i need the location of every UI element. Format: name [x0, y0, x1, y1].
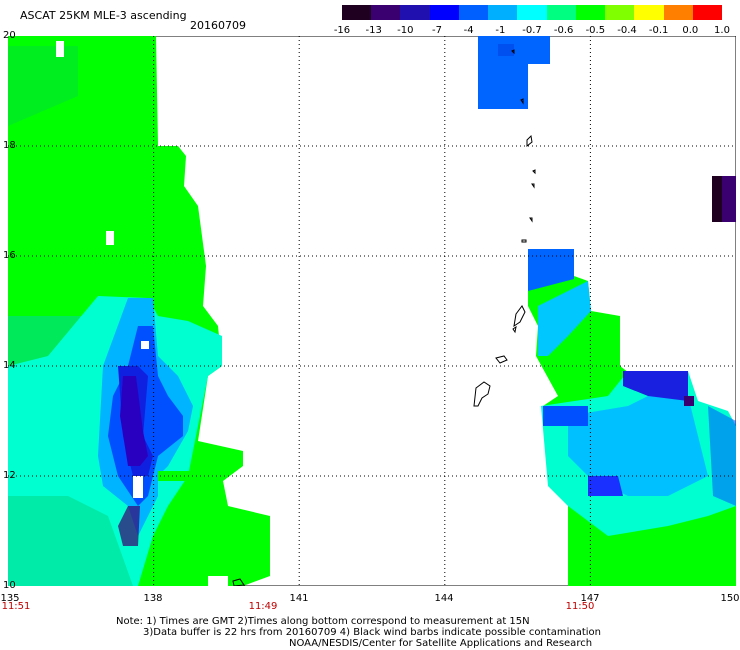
colorbar-cell — [429, 5, 459, 20]
lon-label-141: 141 — [289, 593, 309, 604]
colorbar-cell — [371, 5, 401, 20]
colorbar-cell — [663, 5, 693, 20]
map-plot — [8, 36, 736, 586]
colorbar-tick-label: 1.0 — [714, 25, 730, 36]
graticule — [8, 36, 736, 586]
colorbar-tick-label: -7 — [432, 25, 442, 36]
colorbar-cell — [517, 5, 547, 20]
map-title: ASCAT 25KM MLE-3 ascending — [20, 9, 187, 22]
note-line-2: 3)Data buffer is 22 hrs from 20160709 4)… — [143, 627, 601, 638]
colorbar-cell — [488, 5, 518, 20]
lat-label-10: 10 — [3, 580, 16, 591]
colorbar-tick-label: -0.4 — [617, 25, 637, 36]
time-label-1149: 11:49 — [248, 601, 278, 612]
colorbar — [342, 5, 723, 20]
lon-label-138: 138 — [143, 593, 163, 604]
colorbar-cell — [546, 5, 576, 20]
colorbar-tick-label: -0.7 — [522, 25, 542, 36]
swath-left — [8, 36, 270, 586]
lon-label-150: 150 — [720, 593, 740, 604]
colorbar-cell — [575, 5, 606, 20]
colorbar-tick-label: -0.6 — [553, 25, 574, 36]
colorbar-tick-label: -16 — [333, 25, 351, 36]
colorbar-cell — [692, 5, 723, 20]
colorbar-tick-label: -13 — [365, 25, 382, 36]
colorbar-cell — [634, 5, 664, 20]
colorbar-tick-label: -1 — [495, 25, 506, 36]
lat-label-16: 16 — [3, 250, 16, 261]
colorbar-tick-label: 0.0 — [682, 25, 699, 36]
time-label-1150: 11:50 — [565, 601, 595, 612]
note-line-1: Note: 1) Times are GMT 2)Times along bot… — [116, 616, 530, 627]
colorbar-cell — [458, 5, 489, 20]
swath-top-patch — [478, 36, 550, 109]
lon-label-135: 135 — [0, 593, 20, 604]
colorbar-tick-label: -4 — [463, 25, 474, 36]
colorbar-cell — [342, 5, 372, 20]
time-label-1151: 11:51 — [1, 601, 31, 612]
lon-label-144: 144 — [434, 593, 454, 604]
colorbar-tick-label: -0.1 — [648, 25, 669, 36]
colorbar-cell — [400, 5, 430, 20]
lat-label-18: 18 — [3, 140, 16, 151]
swath-right — [528, 249, 736, 586]
note-line-3: NOAA/NESDIS/Center for Satellite Applica… — [289, 638, 593, 649]
lat-label-20: 20 — [3, 30, 16, 41]
map-date: 20160709 — [190, 19, 246, 32]
lon-label-147: 147 — [580, 593, 600, 604]
lat-label-12: 12 — [3, 470, 16, 481]
colorbar-tick-label: -0.5 — [585, 25, 606, 36]
colorbar-cell — [605, 5, 635, 20]
swath-right-strip — [712, 176, 736, 222]
lat-label-14: 14 — [3, 360, 16, 371]
island-outlines — [232, 49, 536, 586]
colorbar-tick-label: -10 — [397, 25, 414, 36]
